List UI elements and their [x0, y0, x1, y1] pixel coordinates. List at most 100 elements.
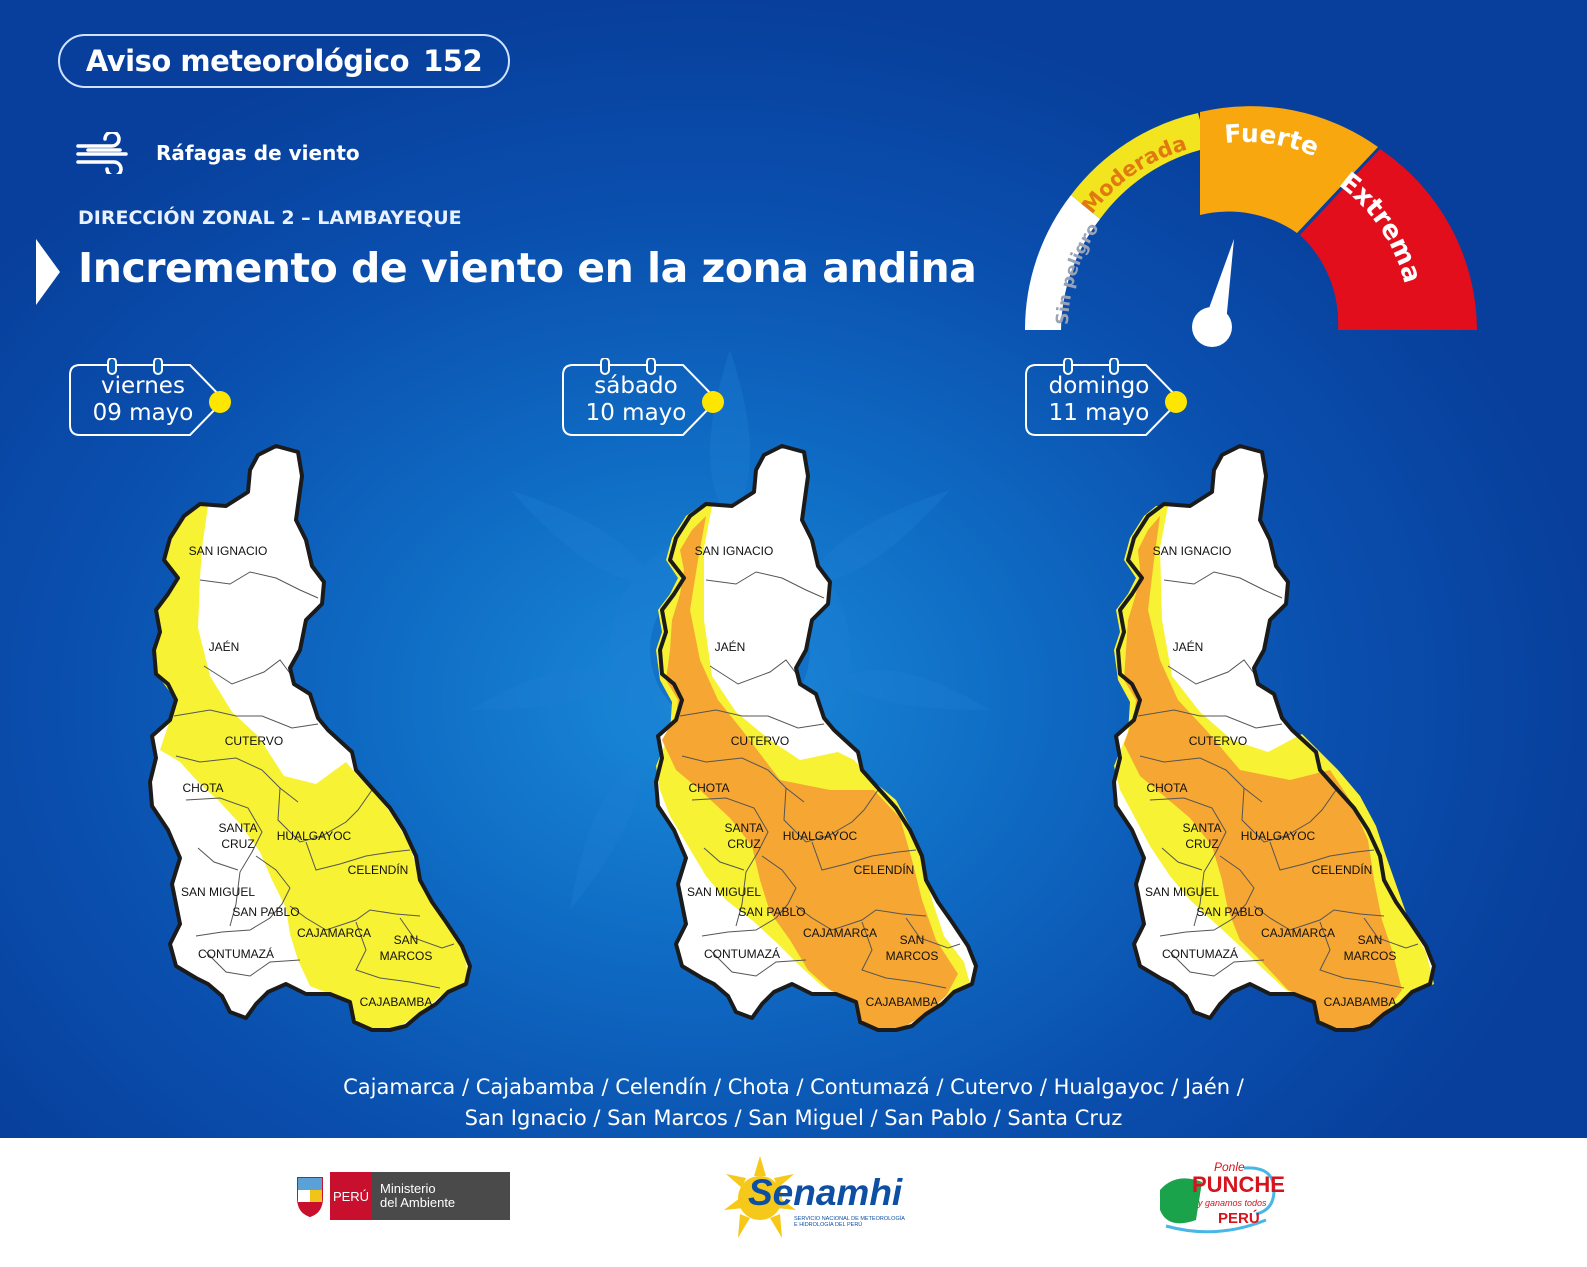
province-border [1269, 841, 1375, 871]
day-tag-2: domingo 11 mayo [1024, 358, 1194, 436]
province-label: CAJABAMBA [866, 995, 939, 1009]
province-border [277, 787, 373, 843]
maps-area: SAN IGNACIO JAÉN CUTERVO CHOTA SANTA CRUZ HUAL… [148, 444, 1436, 1032]
campaign-word-2: PUNCHE [1192, 1172, 1285, 1197]
province-label: CHOTA [688, 781, 729, 795]
campaign-word-3: y ganamos todos [1198, 1198, 1267, 1208]
province-border [355, 921, 441, 989]
province-border [1149, 797, 1227, 927]
campaign-word-1: Ponle [1214, 1160, 1245, 1174]
province-label: SANTA [218, 821, 257, 835]
province-border [1159, 855, 1255, 937]
alert-number: 152 [423, 44, 483, 78]
province-border [811, 841, 917, 871]
peru-label: PERÚ [330, 1172, 372, 1220]
province-label: JAÉN [209, 639, 240, 654]
day-weekday: domingo [1048, 373, 1150, 399]
province-border [1161, 847, 1203, 871]
province-border [705, 571, 825, 599]
province-label: MARCOS [886, 949, 939, 963]
province-label: SAN MIGUEL [1145, 885, 1219, 899]
province-label: CUTERVO [731, 734, 789, 748]
senamhi-logo: Senamhi SERVICIO NACIONAL DE METEOROLOGÍ… [720, 1152, 910, 1242]
province-label: CUTERVO [1189, 734, 1247, 748]
gauge-segment-moderada [1071, 113, 1208, 219]
province-label: SAN PABLO [1196, 905, 1263, 919]
gauge-segment-extrema [1300, 149, 1477, 330]
province-label: SAN IGNACIO [1153, 544, 1232, 558]
province-label: HUALGAYOC [783, 829, 858, 843]
province-label: HUALGAYOC [1241, 829, 1316, 843]
province-label: CRUZ [221, 837, 254, 851]
province-map-1: SAN IGNACIO JAÉN CUTERVO CHOTA SANTA CRUZ HUAL… [654, 444, 978, 1032]
province-label: SAN [394, 933, 419, 947]
region-outline [148, 444, 472, 1032]
senamhi-subtitle: SERVICIO NACIONAL DE METEOROLOGÍA E HIDRO… [794, 1216, 905, 1228]
day-date: 10 mayo [585, 400, 687, 426]
province-border [199, 571, 319, 599]
province-border [681, 755, 805, 803]
province-border [1163, 571, 1283, 599]
ponle-punche-badge-icon [1160, 1166, 1276, 1234]
gauge-segment-sin-peligro [1024, 195, 1100, 330]
province-label: CELENDÍN [1312, 862, 1373, 877]
calendar-tag-icon [1025, 358, 1187, 436]
province-label: SAN IGNACIO [695, 544, 774, 558]
province-label: CONTUMAZÁ [198, 946, 274, 961]
minam-logo: PERÚ Ministerio del Ambiente [292, 1172, 510, 1220]
gauge-segment-fuerte [1200, 106, 1378, 233]
province-label: JAÉN [1173, 639, 1204, 654]
province-map-2: SAN IGNACIO JAÉN CUTERVO CHOTA SANTA CRUZ HUAL… [1112, 444, 1436, 1032]
provinces-line-2: San Ignacio / San Marcos / San Miguel / … [464, 1106, 1123, 1130]
province-border [701, 855, 797, 937]
strong-warning-area [1124, 516, 1402, 1030]
zone-label: DIRECCIÓN ZONAL 2 – LAMBAYEQUE [78, 207, 462, 229]
day-date: 11 mayo [1048, 400, 1150, 426]
ministry-label: Ministerio del Ambiente [372, 1172, 510, 1220]
hazard-type: Ráfagas de viento [74, 132, 360, 174]
province-label: CONTUMAZÁ [704, 946, 780, 961]
province-label: CRUZ [727, 837, 760, 851]
province-border [783, 787, 879, 843]
day-date: 09 mayo [92, 400, 194, 426]
region-outline [1112, 444, 1436, 1032]
province-border [1137, 709, 1283, 729]
province-label: SAN [900, 933, 925, 947]
day-weekday: sábado [594, 373, 678, 399]
province-label: CAJAMARCA [1261, 926, 1335, 940]
province-border [305, 841, 411, 871]
province-border [1139, 755, 1263, 803]
province-label: CHOTA [1146, 781, 1187, 795]
sun-icon [724, 1156, 796, 1238]
province-border [691, 797, 769, 927]
province-label: CRUZ [1185, 837, 1218, 851]
gauge-needle [1192, 239, 1234, 347]
strong-warning-area [662, 516, 958, 1030]
province-border [203, 659, 293, 685]
province-border [1253, 905, 1385, 931]
province-border [1363, 917, 1419, 949]
province-border [861, 921, 947, 989]
province-border [703, 847, 745, 871]
province-border [399, 917, 455, 949]
province-border [289, 905, 421, 931]
province-label: MARCOS [380, 949, 433, 963]
province-border [1241, 787, 1337, 843]
hazard-label: Ráfagas de viento [156, 141, 360, 165]
province-label: CAJAMARCA [803, 926, 877, 940]
province-label: SAN MIGUEL [687, 885, 761, 899]
province-map-0: SAN IGNACIO JAÉN CUTERVO CHOTA SANTA CRUZ HUAL… [148, 444, 472, 1032]
alert-badge: Aviso meteorológico 152 [58, 34, 510, 88]
day-tag-1: sábado 10 mayo [561, 358, 731, 436]
province-label: CAJAMARCA [297, 926, 371, 940]
province-border [195, 855, 291, 937]
province-border [679, 709, 825, 729]
moderate-warning-area [154, 506, 468, 1030]
calendar-tag-icon [562, 358, 724, 436]
province-border [205, 951, 301, 977]
province-label: JAÉN [715, 639, 746, 654]
campaign-word-4: PERÚ [1218, 1210, 1260, 1227]
province-border [175, 755, 299, 803]
calendar-tag-icon [69, 358, 231, 436]
